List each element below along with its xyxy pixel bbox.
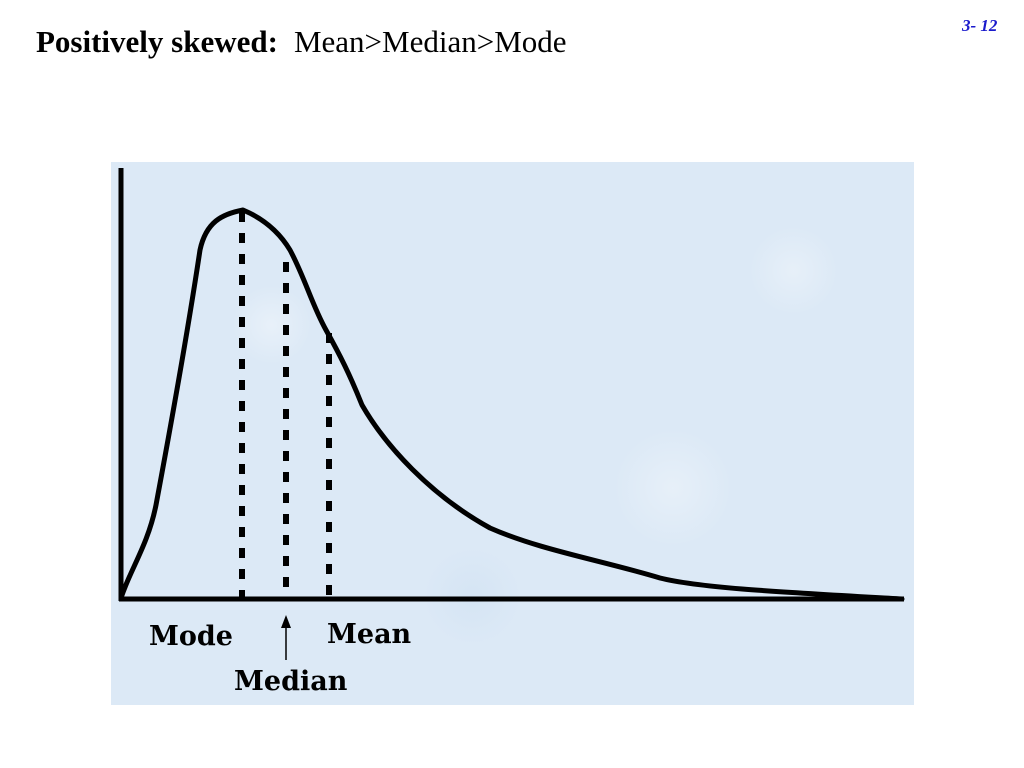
slide-title: Positively skewed: Mean>Median>Mode [36, 24, 567, 60]
diagram-panel: Mode Mean Median [111, 162, 914, 705]
title-bold-text: Positively skewed: [36, 24, 278, 59]
skewness-diagram: Mode Mean Median [118, 168, 905, 697]
distribution-curve [118, 207, 905, 602]
mean-label: Mean [327, 619, 412, 650]
median-arrowhead [281, 615, 291, 628]
median-label: Median [234, 666, 348, 697]
mode-label: Mode [149, 621, 233, 652]
title-relation-text: Mean>Median>Mode [293, 24, 567, 59]
page-number: 3- 12 [962, 16, 998, 35]
